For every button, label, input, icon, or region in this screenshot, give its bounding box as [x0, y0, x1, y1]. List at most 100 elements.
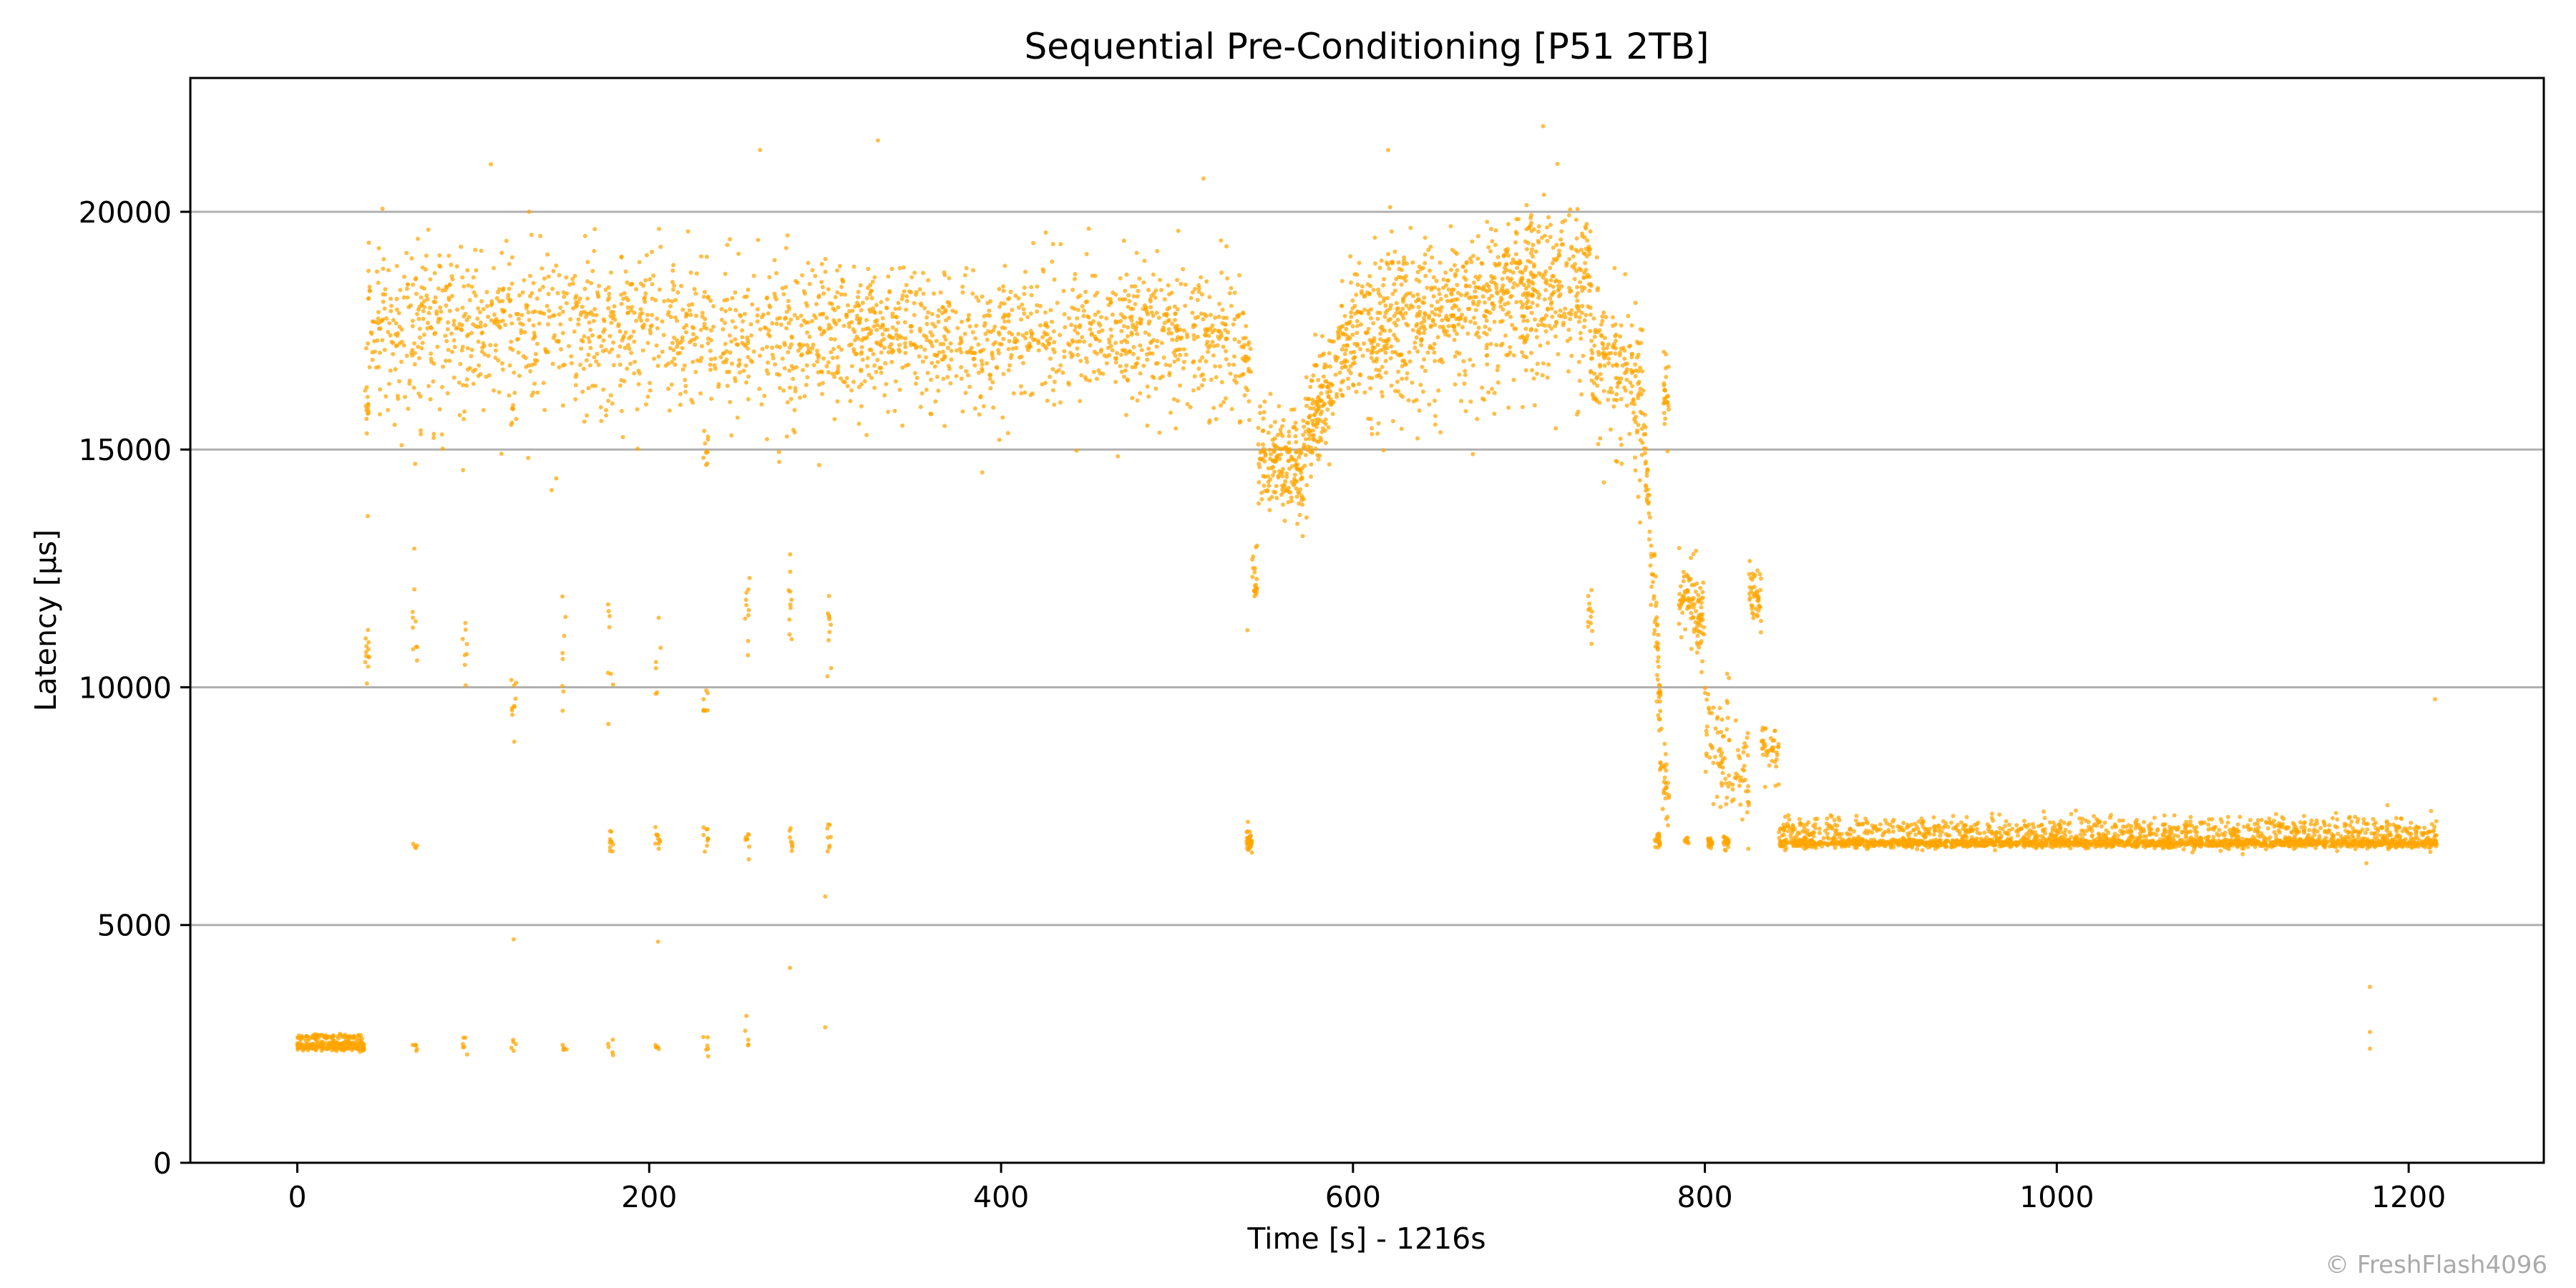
data-point — [1217, 328, 1221, 333]
data-point — [1594, 376, 1599, 381]
data-point — [1640, 369, 1645, 374]
data-point — [1503, 333, 1508, 338]
data-point — [1496, 380, 1501, 385]
data-point — [672, 356, 677, 361]
data-point — [1530, 247, 1534, 252]
data-point — [897, 306, 902, 311]
data-point — [665, 312, 670, 317]
data-point — [882, 327, 887, 332]
data-point — [1327, 381, 1332, 386]
data-point — [1575, 207, 1580, 212]
data-point — [1634, 339, 1639, 344]
data-point — [1646, 492, 1652, 497]
data-point — [460, 275, 465, 280]
data-point — [1708, 743, 1713, 747]
data-point — [1693, 589, 1698, 594]
data-point — [1631, 410, 1636, 415]
data-point — [693, 291, 698, 296]
data-point — [1172, 359, 1177, 364]
data-point — [1407, 306, 1412, 311]
data-point — [792, 430, 797, 435]
data-point — [429, 351, 434, 356]
data-point — [708, 348, 713, 353]
data-point — [1667, 793, 1672, 798]
data-point — [780, 356, 785, 361]
data-point — [1327, 351, 1332, 356]
data-point — [802, 394, 807, 399]
data-point — [1600, 318, 1605, 323]
data-point — [942, 270, 947, 275]
data-point — [729, 433, 734, 438]
data-point — [844, 376, 849, 381]
data-point — [1559, 242, 1564, 247]
data-point — [1417, 279, 1422, 284]
data-point — [782, 341, 787, 346]
data-point — [1775, 753, 1780, 758]
data-point — [1556, 352, 1561, 356]
data-point — [1314, 439, 1319, 444]
data-point — [1742, 763, 1747, 769]
data-point — [1542, 297, 1547, 302]
data-point — [1369, 351, 1374, 356]
data-point — [588, 346, 593, 351]
data-point — [533, 351, 538, 356]
data-point — [382, 306, 387, 311]
data-point — [1698, 612, 1703, 617]
data-point — [1086, 315, 1091, 320]
data-point — [1161, 325, 1166, 330]
data-point — [1344, 348, 1348, 352]
data-point — [1390, 291, 1395, 296]
data-point — [1664, 785, 1669, 789]
data-point — [1389, 344, 1394, 349]
data-point — [414, 291, 419, 296]
data-point — [493, 348, 498, 353]
data-point — [1337, 370, 1342, 375]
data-point — [1709, 711, 1714, 716]
data-point — [1114, 356, 1118, 361]
data-point — [464, 318, 469, 323]
data-point — [1592, 371, 1597, 376]
data-point — [378, 387, 383, 392]
data-point — [1281, 502, 1286, 507]
data-point — [1246, 399, 1252, 404]
data-point — [657, 287, 662, 292]
data-point — [419, 428, 423, 433]
data-point — [625, 311, 630, 316]
data-point — [1548, 296, 1553, 301]
data-point — [1475, 416, 1480, 421]
data-point — [1543, 288, 1548, 293]
data-point — [1443, 270, 1448, 275]
data-point — [604, 408, 609, 413]
data-point — [1320, 426, 1325, 431]
data-point — [904, 294, 909, 298]
data-point — [774, 344, 779, 349]
data-point — [520, 290, 525, 295]
data-point — [587, 320, 592, 325]
data-point — [912, 342, 916, 347]
data-point — [852, 329, 857, 334]
data-point — [1548, 278, 1553, 283]
data-point — [1262, 399, 1267, 404]
data-point — [1179, 335, 1184, 340]
data-point — [1078, 339, 1083, 343]
data-point — [1574, 311, 1578, 316]
data-point — [1484, 332, 1489, 337]
data-point — [1518, 299, 1523, 304]
data-point — [496, 290, 500, 295]
data-point — [724, 357, 729, 362]
data-point — [460, 344, 465, 349]
data-point — [1337, 334, 1342, 339]
data-point — [959, 376, 964, 381]
data-point — [1214, 375, 1219, 380]
data-point — [1428, 244, 1433, 249]
data-point — [1317, 353, 1322, 358]
data-point — [1072, 276, 1077, 281]
data-point — [1610, 323, 1615, 328]
data-point — [1591, 316, 1596, 321]
data-point — [1761, 752, 1765, 757]
data-point — [668, 304, 673, 308]
data-point — [821, 328, 826, 333]
data-point — [1423, 235, 1428, 240]
data-point — [1304, 404, 1309, 409]
data-point — [1332, 339, 1336, 344]
